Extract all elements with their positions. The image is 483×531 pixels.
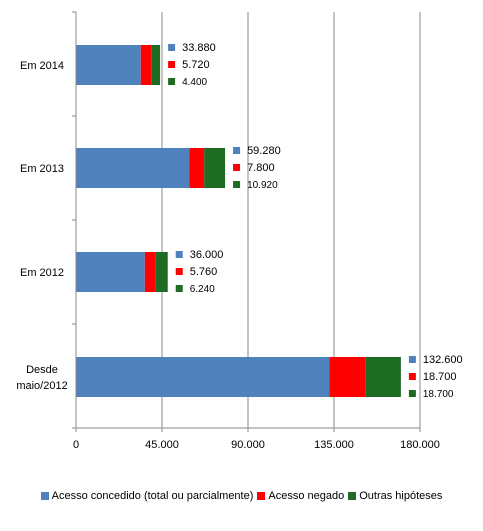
- bar-desde-maio-2012-acesso-negado: [329, 357, 366, 397]
- value-label-em-2014-acesso-concedido-total-ou-parcialmente: 33.880: [182, 42, 216, 54]
- legend-item-acesso-negado: Acesso negado: [257, 490, 344, 502]
- value-label-desde-maio-2012-acesso-negado: 18.700: [423, 371, 457, 383]
- value-label-marker: [233, 164, 241, 171]
- category-label-em-2012: Em 2012: [20, 267, 64, 279]
- value-label-em-2013-acesso-concedido-total-ou-parcialmente: 59.280: [247, 145, 281, 157]
- value-label-marker: [175, 251, 183, 258]
- category-label-em-2014: Em 2014: [20, 60, 64, 72]
- value-label-em-2012-acesso-negado: 5.760: [190, 266, 218, 278]
- bar-em-2012-outras-hip-teses: [155, 252, 168, 292]
- bar-desde-maio-2012-acesso-concedido-total-ou-parcialmente: [76, 357, 330, 397]
- value-label-em-2013-outras-hip-teses: 10.920: [247, 180, 278, 191]
- category-label-em-2013: Em 2013: [20, 163, 64, 175]
- bar-em-2014-acesso-negado: [140, 45, 152, 85]
- legend: Acesso concedido (total ou parcialmente)…: [0, 486, 483, 506]
- legend-label: Acesso negado: [268, 490, 345, 502]
- value-label-marker: [168, 78, 176, 85]
- value-label-em-2013-acesso-negado: 7.800: [247, 162, 275, 174]
- value-label-marker: [175, 268, 183, 275]
- bar-em-2012-acesso-negado: [144, 252, 156, 292]
- x-tick-label: 135.000: [314, 439, 354, 451]
- value-label-marker: [233, 181, 241, 188]
- value-label-em-2014-outras-hip-teses: 4.400: [182, 77, 207, 88]
- bar-em-2012-acesso-concedido-total-ou-parcialmente: [76, 252, 145, 292]
- legend-item-outras-hip-teses: Outras hipóteses: [348, 490, 442, 502]
- value-label-marker: [175, 285, 183, 292]
- value-label-marker: [168, 44, 176, 51]
- x-tick-label: 0: [73, 439, 79, 451]
- value-label-em-2012-acesso-concedido-total-ou-parcialmente: 36.000: [190, 249, 224, 261]
- category-label-desde-maio-2012: Desde maio/2012: [16, 364, 67, 392]
- bar-em-2014-outras-hip-teses: [151, 45, 161, 85]
- value-label-marker: [233, 147, 241, 154]
- value-label-marker: [408, 356, 416, 363]
- bar-desde-maio-2012-outras-hip-teses: [365, 357, 401, 397]
- value-label-desde-maio-2012-acesso-concedido-total-ou-parcialmente: 132.600: [423, 354, 463, 366]
- legend-swatch: [348, 492, 357, 500]
- value-label-desde-maio-2012-outras-hip-teses: 18.700: [423, 389, 454, 400]
- bar-em-2013-acesso-concedido-total-ou-parcialmente: [76, 148, 190, 188]
- x-tick-label: 45.000: [145, 439, 179, 451]
- bar-em-2013-acesso-negado: [189, 148, 205, 188]
- value-label-em-2014-acesso-negado: 5.720: [182, 59, 210, 71]
- legend-label: Outras hipóteses: [359, 490, 443, 502]
- bar-em-2013-outras-hip-teses: [204, 148, 226, 188]
- legend-label: Acesso concedido (total ou parcialmente): [51, 490, 254, 502]
- value-label-marker: [168, 61, 176, 68]
- legend-swatch: [40, 492, 49, 500]
- x-tick-label: 180.000: [400, 439, 440, 451]
- value-label-marker: [408, 373, 416, 380]
- value-label-marker: [408, 390, 416, 397]
- legend-swatch: [257, 492, 266, 500]
- value-label-em-2012-outras-hip-teses: 6.240: [190, 284, 215, 295]
- legend-item-acesso-concedido-total-ou-parcialmente: Acesso concedido (total ou parcialmente): [40, 490, 254, 502]
- bar-em-2014-acesso-concedido-total-ou-parcialmente: [76, 45, 141, 85]
- x-tick-label: 90.000: [231, 439, 265, 451]
